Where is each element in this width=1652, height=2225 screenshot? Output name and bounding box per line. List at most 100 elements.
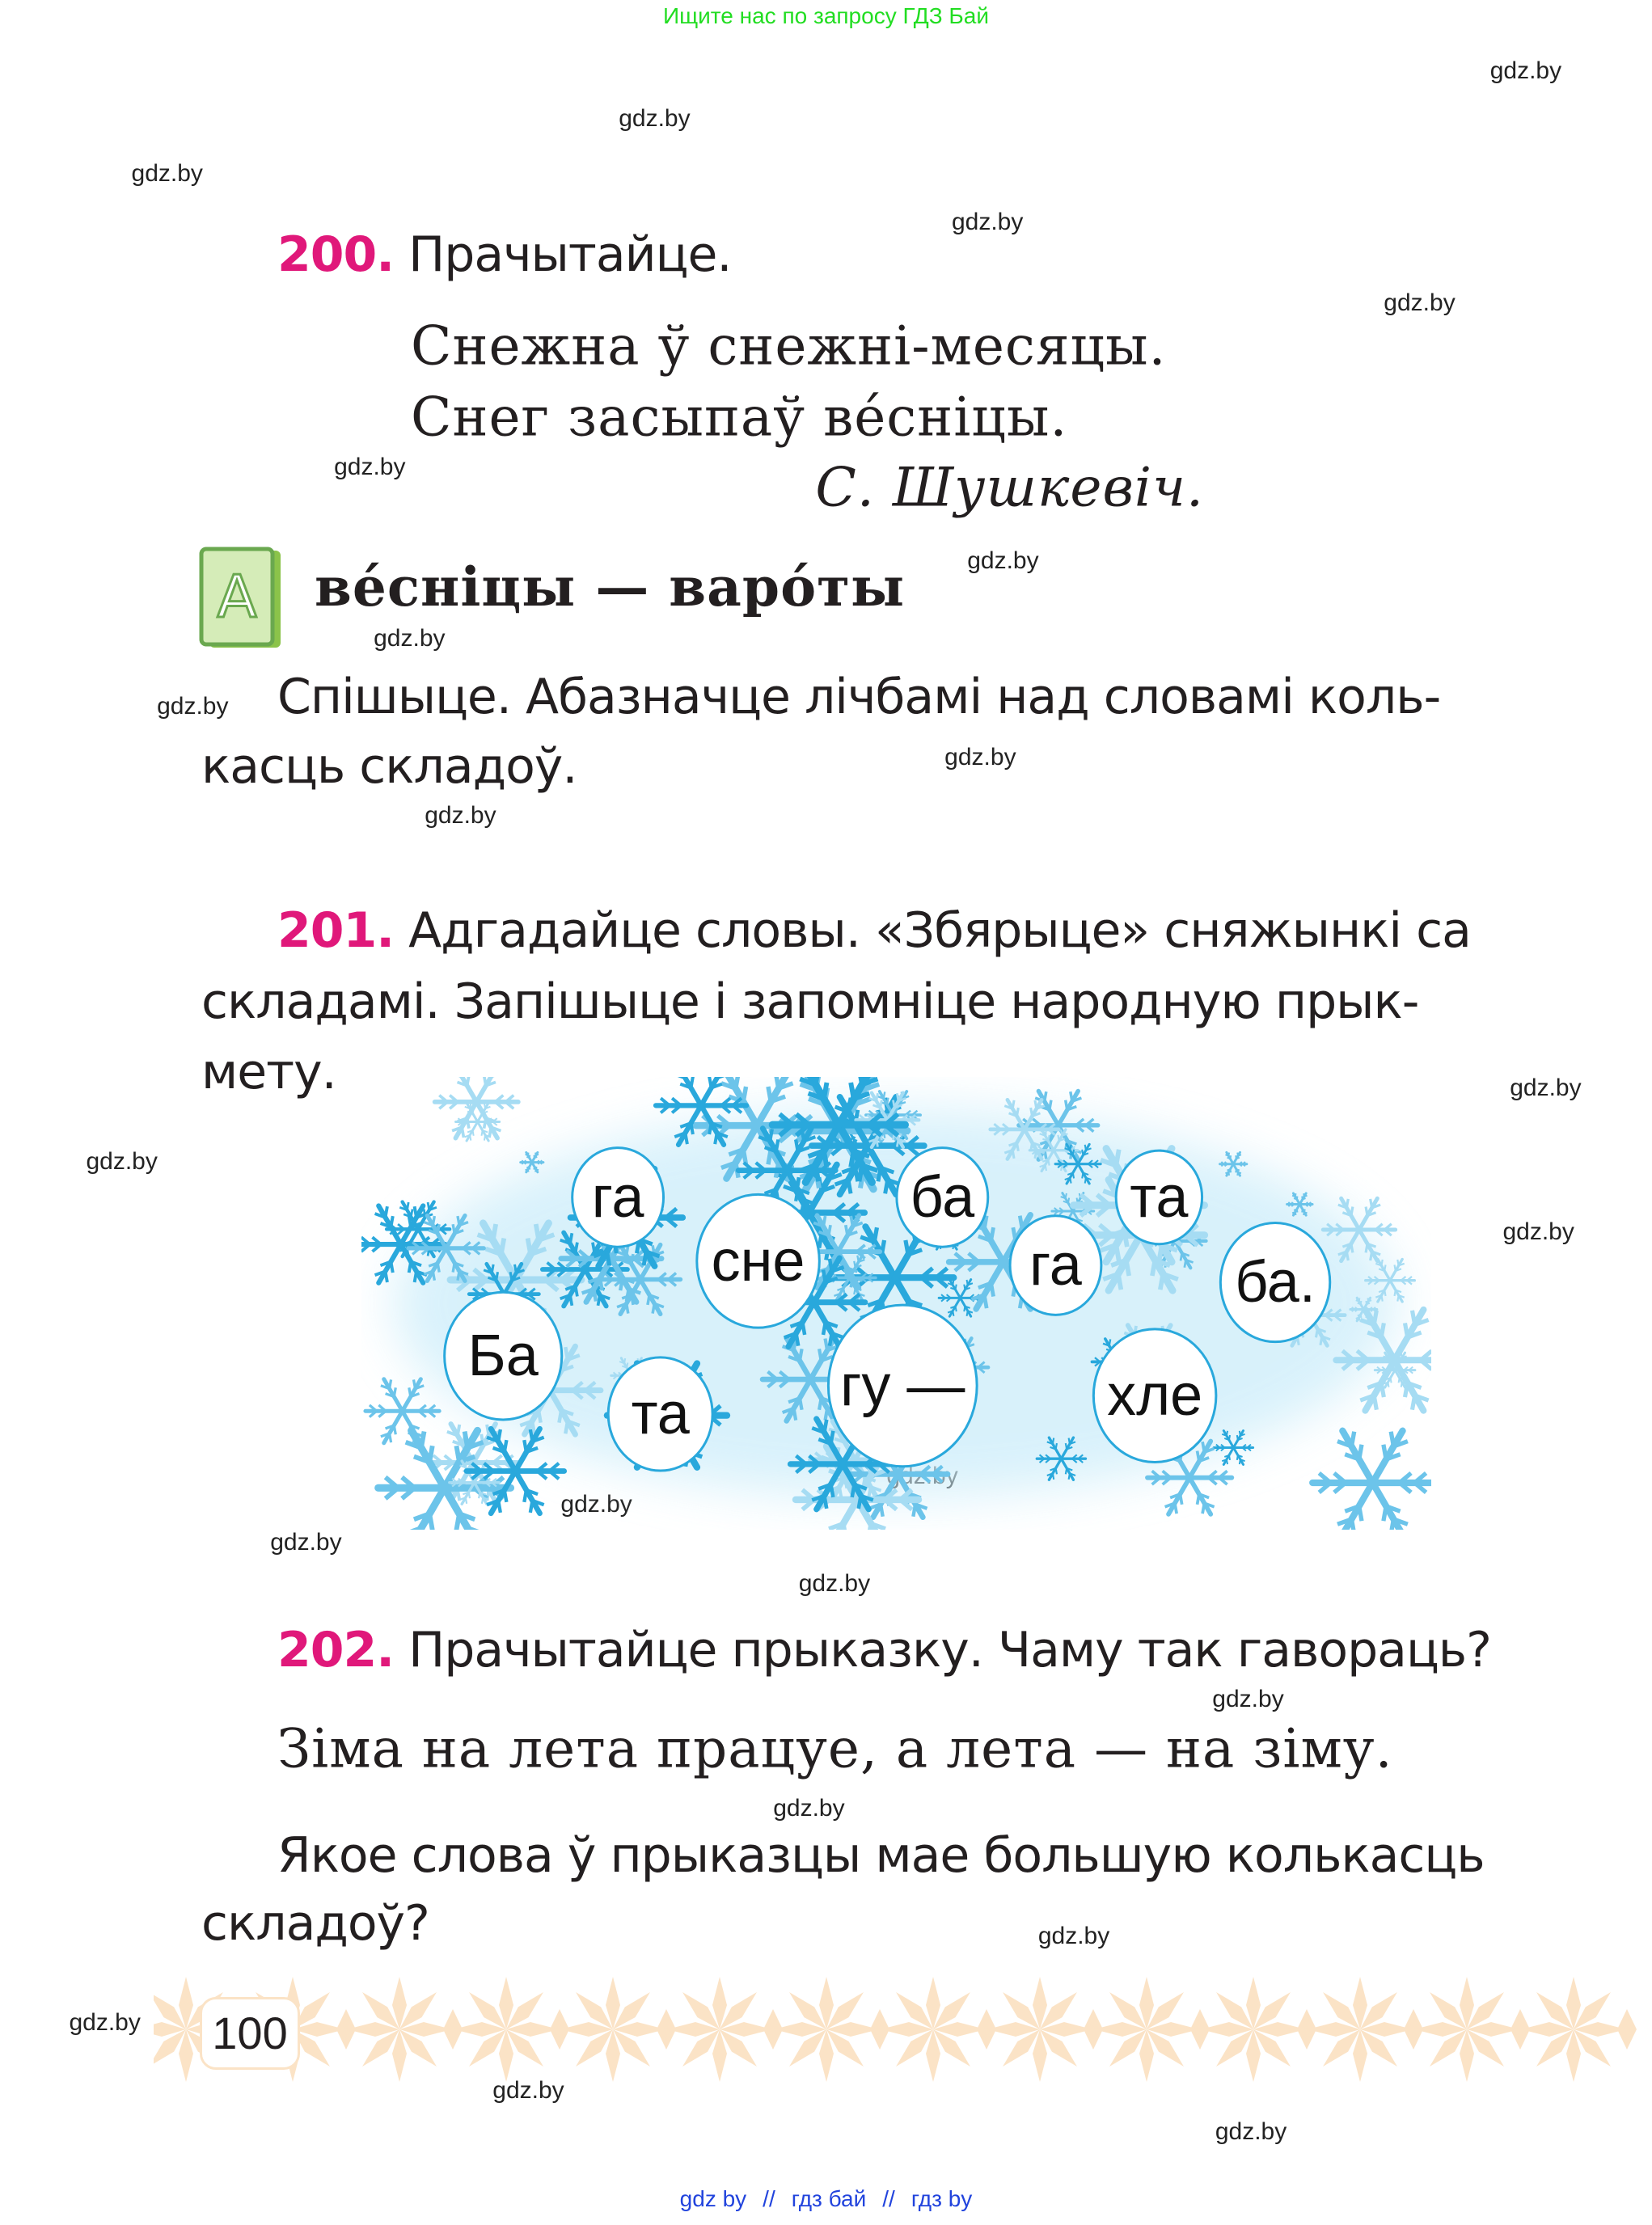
snowflake-bubble: [443, 1290, 564, 1421]
page-number: 100: [200, 1997, 300, 2070]
instruction: Прачытайце.: [408, 226, 732, 283]
exercise-200-heading: 200. Прачытайце.: [277, 226, 732, 283]
syllable: гу —: [840, 1353, 965, 1418]
watermark: gdz.by: [157, 693, 229, 720]
syllable: та: [632, 1382, 691, 1446]
footer-link[interactable]: gdz by: [679, 2186, 747, 2211]
ornament-star-icon: [1521, 1977, 1637, 2082]
book-icon-letter: A: [217, 563, 256, 631]
exercise-text: мету.: [201, 1044, 337, 1100]
exercise-text: складамі. Запішыце і запомніце народную …: [201, 973, 1419, 1030]
watermark: gdz.by: [1510, 1074, 1582, 1101]
syllable: ба: [910, 1165, 975, 1230]
snowflake-icon: [1054, 1142, 1102, 1185]
snowflake-icon: [1286, 1192, 1314, 1217]
watermark: gdz.by: [86, 1147, 158, 1175]
ornament-star-icon: [560, 1977, 676, 2082]
watermark: gdz.by: [560, 1490, 632, 1518]
snowflake-bubble: [695, 1193, 821, 1329]
syllable: та: [1130, 1165, 1189, 1230]
ornament-star-icon: [774, 1977, 889, 2082]
snowflake-icon: [1364, 1257, 1416, 1303]
footer-link[interactable]: гдз by: [911, 2186, 973, 2211]
watermark: gdz.by: [492, 2076, 564, 2104]
exercise-number: 200.: [277, 226, 395, 283]
ornament-star-icon: [1201, 1977, 1316, 2082]
ornament-border: [154, 1977, 1637, 2082]
snowflake-icon: [406, 1213, 486, 1283]
task-line: Спішыце. Абазначце лічбамі над словамі к…: [277, 669, 1441, 725]
snowflake-icon: [1309, 1427, 1431, 1530]
ornament-star-icon: [347, 1977, 463, 2082]
snowflake-icon: [1145, 1438, 1235, 1517]
watermark: gdz.by: [425, 802, 496, 830]
watermark: gdz.by: [1384, 289, 1456, 316]
separator: //: [763, 2186, 775, 2211]
snowflake-bubble: [895, 1146, 990, 1248]
footer-links: gdz by // гдз бай // гдз by: [0, 2186, 1652, 2212]
book-icon: A: [199, 547, 281, 648]
exercise-201-heading: 201. Адгадайце словы. «Збярыце» сняжынкі…: [277, 902, 1472, 959]
watermark: gdz.by: [773, 1795, 845, 1822]
exercise-number: 202.: [277, 1622, 395, 1678]
ornament-star-icon: [1094, 1977, 1210, 2082]
exercise-text: Адгадайце словы. «Збярыце» сняжынкі са: [408, 902, 1472, 959]
snowflake-bubble: [1008, 1214, 1103, 1316]
question-line: Якое слова ў прыказцы мае большую колька…: [277, 1827, 1485, 1884]
vocabulary-entry: ве́сніцы — варо́ты: [315, 558, 905, 618]
separator: //: [882, 2186, 895, 2211]
watermark: gdz.by: [1212, 1686, 1284, 1713]
question-line: складоў?: [201, 1895, 430, 1952]
snowflake-icon: [1373, 1351, 1417, 1389]
snowflake-icon: [463, 1425, 568, 1517]
instruction: Прачытайце прыказку. Чаму так гавораць?: [408, 1622, 1492, 1678]
poem-line: Снежна ў снежні-месяцы.: [411, 315, 1167, 378]
watermark: gdz.by: [270, 1528, 342, 1556]
footer-link[interactable]: гдз бай: [791, 2186, 867, 2211]
watermark: gdz.by: [1037, 1922, 1110, 1949]
watermark: gdz.by: [1489, 57, 1562, 84]
proverb: Зіма на лета працуе, а лета — на зіму.: [277, 1717, 1393, 1780]
watermark: gdz.by: [69, 2008, 141, 2036]
snowflake-icon: [653, 1077, 750, 1147]
snowflake-bubble: [571, 1146, 665, 1248]
snowflake-icon: [454, 1101, 501, 1142]
snowflake-bubble: [826, 1303, 978, 1468]
watermark: gdz.by: [798, 1569, 871, 1597]
watermark: gdz.by: [334, 454, 406, 481]
snowflake-icon: [1035, 1436, 1088, 1481]
vocab-text: ве́сніцы — варо́ты: [315, 555, 906, 619]
watermark: gdz.by: [1215, 2117, 1287, 2145]
watermark: gdz.by: [967, 547, 1039, 574]
snowflake-icon: [363, 1377, 442, 1446]
poem-line: Снег засыпаў ве́сніцы.: [411, 386, 1068, 449]
snowflake-icon: [1212, 1429, 1255, 1466]
ornament-star-icon: [1308, 1977, 1423, 2082]
watermark: gdz.by: [951, 209, 1024, 236]
ornament-star-icon: [454, 1977, 569, 2082]
snowflake-icon: [1320, 1196, 1398, 1264]
syllable: хле: [1107, 1363, 1202, 1428]
snowflake-bubble: [1092, 1328, 1218, 1464]
ornament-star-icon: [1414, 1977, 1530, 2082]
watermark: gdz.by: [1502, 1218, 1574, 1246]
exercise-202-heading: 202. Прачытайце прыказку. Чаму так гавор…: [277, 1622, 1492, 1678]
watermark: gdz.by: [619, 105, 691, 133]
poem-author: С. Шушкевіч.: [815, 456, 1204, 519]
exercise-number: 201.: [277, 902, 395, 959]
snowflake-bubble: [1219, 1221, 1332, 1344]
snowflake-bubble: [606, 1356, 714, 1472]
syllable: Ба: [468, 1324, 539, 1388]
syllable: ба.: [1235, 1250, 1316, 1315]
snowflake-bubble: [1114, 1149, 1204, 1246]
syllable: га: [1029, 1233, 1083, 1298]
snowflake-icon: [1219, 1150, 1249, 1177]
watermark: gdz.by: [944, 744, 1016, 771]
snowflake-icon: [432, 1077, 521, 1141]
syllable: сне: [712, 1229, 805, 1294]
watermark: gdz.by: [131, 160, 203, 188]
snowflake-icon: [1333, 1306, 1431, 1414]
snowflake-icon: [519, 1150, 545, 1174]
syllable: га: [592, 1165, 645, 1230]
